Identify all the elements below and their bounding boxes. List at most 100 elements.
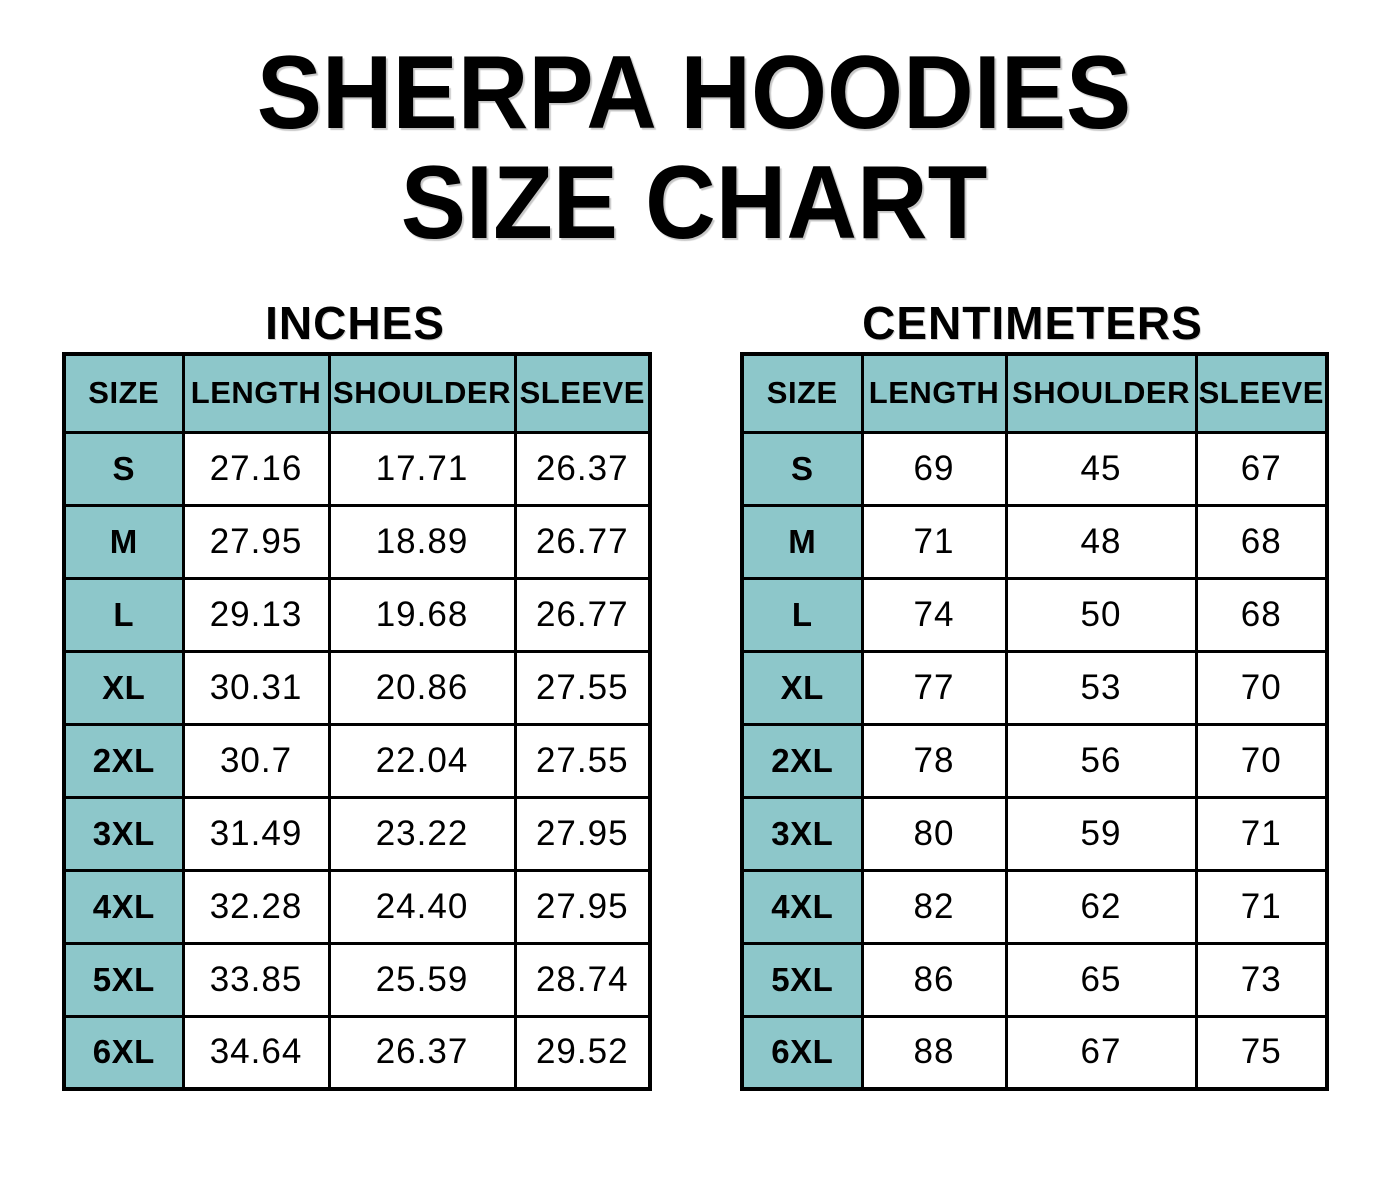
- size-label: 3XL: [62, 795, 185, 872]
- measurement-value: 27.95: [181, 503, 331, 580]
- measurement-value: 18.89: [327, 503, 517, 580]
- table-row: 5XL 86 65 73: [740, 941, 1329, 1018]
- column-header: SLEEVE: [513, 352, 652, 434]
- measurement-value: 29.13: [181, 576, 331, 653]
- measurement-value: 27.95: [513, 868, 652, 945]
- measurement-value: 23.22: [327, 795, 517, 872]
- inches-section-label: INCHES: [265, 297, 445, 349]
- measurement-value: 78: [860, 722, 1008, 799]
- measurement-value: 27.55: [513, 722, 652, 799]
- measurement-value: 26.77: [513, 503, 652, 580]
- table-row: 6XL 88 67 75: [740, 1014, 1329, 1091]
- page-title-line-2: SIZE CHART: [400, 145, 988, 262]
- measurement-value: 71: [1194, 868, 1329, 945]
- table-header-row: SIZE LENGTH SHOULDER SLEEVE: [740, 352, 1329, 434]
- centimeters-size-table: SIZE LENGTH SHOULDER SLEEVE S 69 45 67 M 71 48 68 L…: [740, 352, 1329, 1091]
- measurement-value: 74: [860, 576, 1008, 653]
- measurement-value: 73: [1194, 941, 1329, 1018]
- table-row: M 71 48 68: [740, 503, 1329, 580]
- measurement-value: 86: [860, 941, 1008, 1018]
- centimeters-section-label: CENTIMETERS: [862, 297, 1203, 349]
- size-label: S: [62, 430, 185, 507]
- measurement-value: 30.7: [181, 722, 331, 799]
- measurement-value: 67: [1004, 1014, 1198, 1091]
- measurement-value: 65: [1004, 941, 1198, 1018]
- table-row: S 27.16 17.71 26.37: [62, 430, 652, 507]
- column-header: SHOULDER: [327, 352, 517, 434]
- size-label: L: [740, 576, 864, 653]
- page-title: SHERPA HOODIES SIZE CHART: [42, 38, 1347, 262]
- table-row: 2XL 78 56 70: [740, 722, 1329, 799]
- table-row: S 69 45 67: [740, 430, 1329, 507]
- measurement-value: 32.28: [181, 868, 331, 945]
- measurement-value: 27.55: [513, 649, 652, 726]
- table-row: M 27.95 18.89 26.77: [62, 503, 652, 580]
- measurement-value: 17.71: [327, 430, 517, 507]
- table-row: 4XL 32.28 24.40 27.95: [62, 868, 652, 945]
- size-label: M: [62, 503, 185, 580]
- size-label: L: [62, 576, 185, 653]
- measurement-value: 19.68: [327, 576, 517, 653]
- measurement-value: 77: [860, 649, 1008, 726]
- table-row: L 29.13 19.68 26.77: [62, 576, 652, 653]
- measurement-value: 70: [1194, 649, 1329, 726]
- measurement-value: 30.31: [181, 649, 331, 726]
- measurement-value: 62: [1004, 868, 1198, 945]
- table-row: 5XL 33.85 25.59 28.74: [62, 941, 652, 1018]
- measurement-value: 45: [1004, 430, 1198, 507]
- measurement-value: 53: [1004, 649, 1198, 726]
- column-header: SIZE: [62, 352, 185, 434]
- size-label: 2XL: [62, 722, 185, 799]
- measurement-value: 71: [860, 503, 1008, 580]
- table-row: L 74 50 68: [740, 576, 1329, 653]
- measurement-value: 24.40: [327, 868, 517, 945]
- column-header: SLEEVE: [1194, 352, 1329, 434]
- measurement-value: 75: [1194, 1014, 1329, 1091]
- column-header: LENGTH: [860, 352, 1008, 434]
- measurement-value: 67: [1194, 430, 1329, 507]
- size-label: S: [740, 430, 864, 507]
- measurement-value: 48: [1004, 503, 1198, 580]
- measurement-value: 29.52: [513, 1014, 652, 1091]
- table-header-row: SIZE LENGTH SHOULDER SLEEVE: [62, 352, 652, 434]
- column-header: LENGTH: [181, 352, 331, 434]
- measurement-value: 68: [1194, 503, 1329, 580]
- measurement-value: 69: [860, 430, 1008, 507]
- measurement-value: 28.74: [513, 941, 652, 1018]
- size-label: 6XL: [740, 1014, 864, 1091]
- measurement-value: 82: [860, 868, 1008, 945]
- size-label: 4XL: [62, 868, 185, 945]
- measurement-value: 70: [1194, 722, 1329, 799]
- measurement-value: 80: [860, 795, 1008, 872]
- table-row: 3XL 31.49 23.22 27.95: [62, 795, 652, 872]
- size-label: XL: [62, 649, 185, 726]
- measurement-value: 71: [1194, 795, 1329, 872]
- measurement-value: 31.49: [181, 795, 331, 872]
- table-row: XL 30.31 20.86 27.55: [62, 649, 652, 726]
- table-row: 3XL 80 59 71: [740, 795, 1329, 872]
- size-label: 3XL: [740, 795, 864, 872]
- size-label: 4XL: [740, 868, 864, 945]
- measurement-value: 26.37: [513, 430, 652, 507]
- measurement-value: 34.64: [181, 1014, 331, 1091]
- size-label: 6XL: [62, 1014, 185, 1091]
- measurement-value: 88: [860, 1014, 1008, 1091]
- measurement-value: 25.59: [327, 941, 517, 1018]
- column-header: SHOULDER: [1004, 352, 1198, 434]
- measurement-value: 33.85: [181, 941, 331, 1018]
- size-label: M: [740, 503, 864, 580]
- measurement-value: 50: [1004, 576, 1198, 653]
- table-row: 6XL 34.64 26.37 29.52: [62, 1014, 652, 1091]
- size-label: XL: [740, 649, 864, 726]
- inches-size-table: SIZE LENGTH SHOULDER SLEEVE S 27.16 17.71 26.3…: [62, 352, 652, 1091]
- measurement-value: 20.86: [327, 649, 517, 726]
- measurement-value: 59: [1004, 795, 1198, 872]
- measurement-value: 26.77: [513, 576, 652, 653]
- measurement-value: 27.16: [181, 430, 331, 507]
- measurement-value: 68: [1194, 576, 1329, 653]
- column-header: SIZE: [740, 352, 864, 434]
- table-row: 2XL 30.7 22.04 27.55: [62, 722, 652, 799]
- table-row: 4XL 82 62 71: [740, 868, 1329, 945]
- size-label: 5XL: [740, 941, 864, 1018]
